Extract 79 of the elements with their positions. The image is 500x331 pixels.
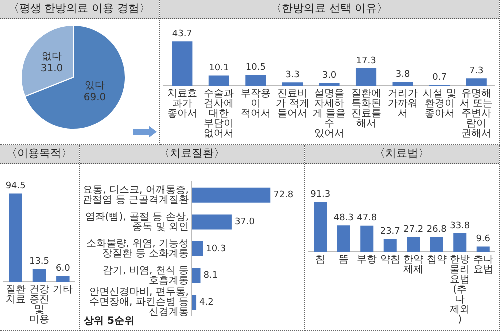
bar: [192, 295, 197, 310]
data-label: 26.8: [426, 225, 448, 236]
bar: [356, 68, 377, 86]
x-tick-label: 설명을 자세하게 들을 수 있어서: [312, 88, 346, 140]
bar: [314, 202, 328, 252]
chart-title: 〈치료법〉: [305, 145, 499, 164]
bar: [192, 268, 201, 284]
chart-title: 〈이용목적〉: [0, 145, 79, 164]
data-label: 27.2: [404, 224, 424, 235]
bar: [454, 234, 467, 252]
x-tick-label: 건강증진 및 미용: [30, 284, 50, 326]
bar: [192, 214, 232, 230]
data-label: 3.0: [322, 70, 337, 81]
data-label: 10.3: [206, 244, 226, 254]
bar: [466, 78, 487, 86]
data-label: 47.8: [357, 214, 378, 224]
data-label: 6.0: [56, 264, 71, 274]
data-label: 91.3: [310, 190, 331, 200]
bar: [208, 76, 230, 86]
x-tick-label: 뜸: [338, 254, 349, 266]
y-tick-label: 감기, 비염, 천식 등 호흡계통: [103, 265, 189, 286]
x-tick-label: 수술과 검사에 대한 부담이 없어서: [204, 88, 234, 140]
x-tick-label: 진료비가 적게 들어서: [276, 88, 310, 120]
slice-label: 있다: [85, 80, 106, 92]
data-label: 7.3: [469, 66, 484, 76]
data-label: 69.0: [84, 92, 106, 104]
data-label: 43.7: [172, 29, 192, 40]
data-label: 17.3: [356, 56, 376, 66]
data-label: 10.1: [209, 64, 230, 74]
data-label: 9.6: [476, 234, 491, 245]
data-label: 33.8: [450, 221, 470, 232]
x-tick-label: 유명해서 또는 주변사람이 권해서: [460, 88, 494, 140]
data-label: 4.2: [200, 298, 214, 308]
x-tick-label: 치료효과가 좋아서: [167, 88, 198, 120]
chart-title: 〈한방의료 선택 이유〉: [160, 0, 499, 19]
data-label: 23.7: [380, 226, 400, 237]
data-label: 10.5: [246, 63, 266, 74]
bar: [192, 241, 204, 257]
bar: [192, 188, 271, 203]
chart-title: 〈치료질환〉: [80, 145, 304, 164]
bar: [337, 226, 350, 252]
bar: [319, 82, 340, 86]
x-tick-label: 부항: [357, 254, 378, 266]
x-tick-label: 질환치료: [6, 284, 26, 306]
x-tick-label: 첩약: [426, 254, 447, 266]
bar: [430, 237, 444, 252]
data-label: 72.8: [274, 190, 294, 201]
bar: [392, 82, 414, 86]
x-tick-label: 시설 및 환경이 좋아서: [423, 88, 456, 120]
bar: [246, 75, 266, 86]
x-tick-label: 질환에 특화된 진료를 해서: [351, 88, 382, 130]
data-label: 31.0: [40, 63, 64, 74]
data-label: 3.3: [286, 70, 300, 80]
x-tick-label: 부작용이 적어서: [240, 88, 271, 120]
data-label: 0.7: [432, 73, 447, 84]
data-label: 3.8: [396, 70, 410, 80]
text: 상위 5순위: [84, 315, 134, 328]
x-tick-label: 기타: [53, 284, 74, 296]
x-tick-label: 한약제제: [404, 254, 424, 276]
bar: [360, 226, 374, 252]
bar: [407, 237, 420, 252]
x-tick-label: 거리가 가까워서: [388, 88, 418, 120]
x-tick-label: 약침: [380, 254, 400, 266]
x-tick-label: 침: [316, 254, 326, 266]
data-label: 13.5: [29, 257, 50, 268]
slice-label: 없다: [42, 51, 62, 62]
y-tick-label: 소화불량, 위염, 기능성 장질환 등 소화계통: [86, 238, 189, 260]
x-tick-label: 추나요법: [473, 254, 494, 276]
bar: [476, 246, 490, 252]
bar: [384, 239, 397, 252]
data-label: 94.5: [6, 182, 26, 192]
x-tick-label: 한방물리요법(추나 제외): [450, 254, 470, 326]
data-label: 48.3: [334, 213, 354, 224]
bar: [282, 82, 304, 86]
data-label: 37.0: [234, 218, 256, 228]
data-label: 8.1: [204, 271, 218, 282]
chart-title: 〈평생 한방의료 이용 경험〉: [0, 0, 159, 19]
bar: [172, 42, 193, 86]
y-tick-label: 염좌(삠), 골절 등 손상, 중독 및 외인: [85, 212, 189, 233]
